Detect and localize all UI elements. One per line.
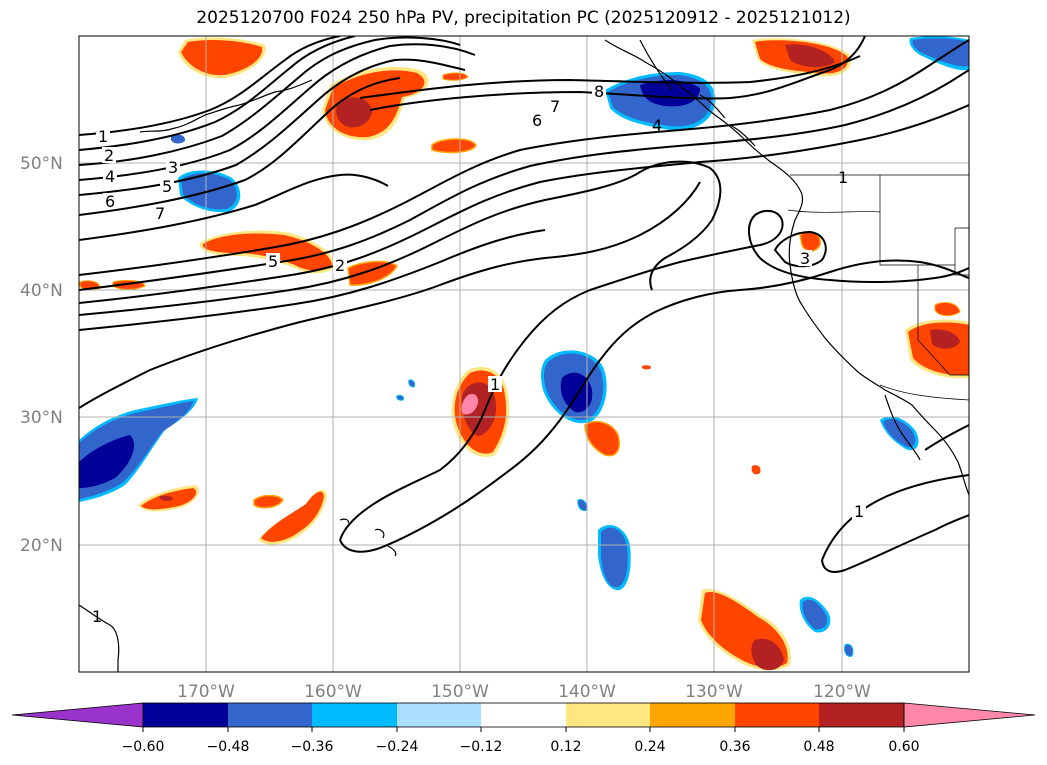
colorbar-tick-label: 0.48: [803, 739, 834, 755]
pacific-island-coast: [79, 604, 120, 672]
lon-label-170w: 170°W: [177, 682, 235, 702]
state-border-id: [954, 227, 969, 276]
pv-contour-outer-5: [79, 229, 546, 331]
contour-label: 7: [550, 97, 560, 116]
contour-label: 5: [268, 252, 278, 271]
pv-contour-8: [369, 36, 866, 111]
map-plot-area: 1 2 3 4 5 6 7 8 6 7 4 5 2 3 1: [79, 36, 969, 672]
pv-contour-se-2: [924, 424, 969, 451]
pv-contour-2: [79, 36, 356, 151]
contour-label: 7: [155, 204, 165, 223]
contour-labels: 1 2 3 4 5 6 7 8 6 7 4 5 2 3 1: [92, 82, 866, 626]
pv-contour-6: [79, 77, 401, 216]
colorbar-extend-low: [11, 702, 144, 728]
colorbar-extend-high: [903, 702, 1036, 728]
precip-negative-patches: [79, 36, 969, 657]
contour-label: 4: [105, 167, 115, 186]
us-mexico-border: [879, 384, 969, 401]
pv-contour-outer-3: [79, 104, 969, 304]
lon-label-140w: 140°W: [558, 682, 616, 702]
lon-label-120w: 120°W: [813, 682, 871, 702]
lat-label-40n: 40°N: [20, 281, 63, 301]
colorbar-ticks: [142, 727, 905, 732]
contour-label: 6: [105, 192, 115, 211]
pv-contour-se-1b: [821, 514, 969, 573]
colorbar-bin: [650, 703, 735, 727]
pv-contour-inner-2: [339, 209, 969, 541]
colorbar-bin: [312, 703, 397, 727]
pv-contour-3: [79, 36, 461, 166]
colorbar-bin: [566, 703, 650, 727]
contour-label: 2: [104, 146, 114, 165]
pv-contour-closed-3: [773, 230, 827, 268]
pv-contour-inner-3: [339, 259, 969, 553]
pv-contour-se-1: [821, 474, 969, 561]
pv-contour-1: [79, 36, 341, 136]
contour-label: 4: [652, 116, 662, 135]
colorbar-bin: [397, 703, 481, 727]
contour-label: 1: [854, 502, 864, 521]
precip-positive-patches: [79, 37, 969, 671]
colorbar-bin: [819, 703, 904, 727]
pv-contours: [79, 36, 969, 573]
colorbar-bin: [228, 703, 312, 727]
contour-label: 6: [532, 111, 542, 130]
bc-islands: [639, 39, 756, 147]
pv-contour-8b: [359, 55, 861, 99]
map-title: 2025120700 F024 250 hPa PV, precipitatio…: [196, 8, 851, 28]
pv-contour-inner-1: [79, 181, 701, 409]
colorbar: −0.60 −0.48 −0.36 −0.24 −0.12 0.12 0.24 …: [11, 702, 1036, 755]
contour-label: 1: [838, 168, 848, 187]
lat-label-20n: 20°N: [20, 536, 63, 556]
pv-contour-outer-1: [79, 39, 969, 276]
contour-label: 8: [594, 82, 604, 101]
colorbar-tick-label: −0.48: [207, 739, 250, 755]
lon-label-130w: 130°W: [685, 682, 743, 702]
contour-label: 1: [490, 375, 500, 394]
map-frame: [78, 35, 970, 673]
latitude-labels: 50°N 40°N 30°N 20°N: [20, 154, 63, 556]
lon-label-160w: 160°W: [304, 682, 362, 702]
colorbar-bin: [481, 703, 566, 727]
pv-contour-outer-4: [79, 160, 722, 316]
colorbar-tick-label: 0.60: [888, 739, 919, 755]
contour-label: 1: [98, 127, 108, 146]
colorbar-bin: [143, 703, 228, 727]
pv-contour-outer-2: [79, 69, 969, 291]
colorbar-bin: [735, 703, 819, 727]
pv-contour-7: [79, 173, 389, 241]
lat-label-30n: 30°N: [20, 408, 63, 428]
colorbar-frame: [142, 702, 905, 728]
lon-label-150w: 150°W: [431, 682, 489, 702]
contour-label: 1: [92, 607, 102, 626]
contour-label: 2: [335, 256, 345, 275]
contour-label: 3: [168, 158, 178, 177]
colorbar-tick-label: −0.36: [291, 739, 334, 755]
aleutian-islands: [139, 79, 313, 133]
precip-shading: [79, 36, 969, 671]
map-gridlines: [79, 36, 969, 672]
colorbar-tick-label: 0.12: [550, 739, 581, 755]
colorbar-tick-label: −0.24: [376, 739, 419, 755]
colorbar-tick-label: −0.12: [460, 739, 503, 755]
colorbar-tick-label: 0.36: [719, 739, 750, 755]
coastlines: [79, 39, 969, 672]
longitude-labels: 170°W 160°W 150°W 140°W 130°W 120°W: [177, 682, 871, 702]
colorbar-tick-label: −0.60: [122, 739, 165, 755]
contour-label: 3: [800, 249, 810, 268]
colorbar-tick-label: 0.24: [634, 739, 665, 755]
lat-label-50n: 50°N: [20, 154, 63, 174]
baja-california: [884, 394, 921, 461]
state-border-nv: [879, 175, 969, 376]
political-borders: [787, 174, 969, 401]
contour-label: 5: [162, 177, 172, 196]
